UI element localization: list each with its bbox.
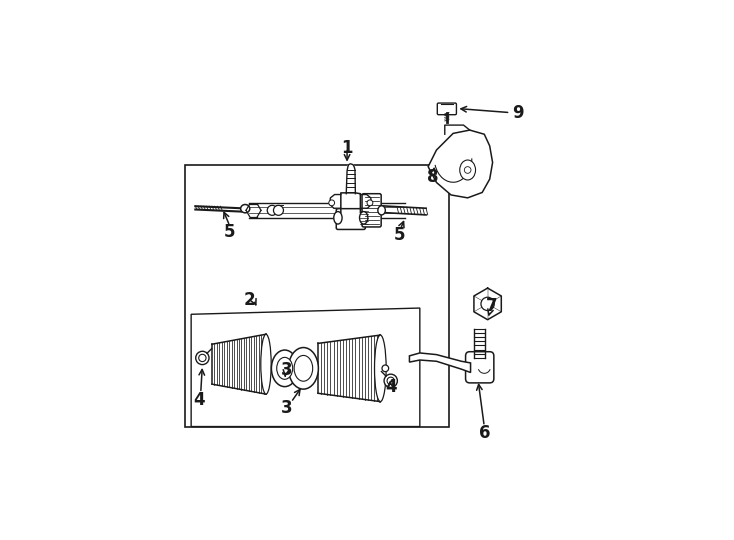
Ellipse shape [241,205,250,213]
Text: 8: 8 [426,168,438,186]
Polygon shape [360,194,371,208]
FancyBboxPatch shape [336,208,366,230]
Ellipse shape [272,350,298,387]
Ellipse shape [288,348,319,389]
Circle shape [387,377,394,384]
Ellipse shape [360,212,368,224]
Ellipse shape [459,160,476,180]
Polygon shape [330,194,341,208]
Ellipse shape [261,334,271,394]
Text: 5: 5 [393,226,404,244]
Ellipse shape [294,355,313,381]
Circle shape [274,205,283,215]
Text: 9: 9 [512,104,523,122]
Text: 3: 3 [281,361,293,380]
Ellipse shape [378,206,385,215]
Circle shape [367,200,373,206]
Text: 4: 4 [194,390,206,409]
Polygon shape [428,130,493,198]
Text: 3: 3 [281,399,293,417]
Ellipse shape [382,365,388,372]
Polygon shape [410,353,470,373]
Circle shape [267,205,277,215]
Polygon shape [212,334,266,394]
Circle shape [199,354,206,362]
Circle shape [481,297,494,310]
Circle shape [465,167,471,173]
Circle shape [384,374,397,388]
Polygon shape [346,164,355,194]
Text: 1: 1 [341,139,353,157]
Ellipse shape [334,212,342,224]
Polygon shape [474,288,501,320]
FancyBboxPatch shape [465,352,494,383]
Text: 7: 7 [485,297,497,315]
Text: 4: 4 [385,378,396,396]
Circle shape [329,200,335,206]
Circle shape [196,352,209,365]
Ellipse shape [277,357,293,379]
FancyBboxPatch shape [362,194,381,227]
Text: 6: 6 [479,424,491,442]
Bar [185,165,449,427]
FancyBboxPatch shape [437,103,457,114]
Ellipse shape [374,335,386,402]
Text: 5: 5 [224,223,236,241]
Text: 2: 2 [244,291,255,309]
Polygon shape [318,335,380,402]
Polygon shape [341,193,360,212]
